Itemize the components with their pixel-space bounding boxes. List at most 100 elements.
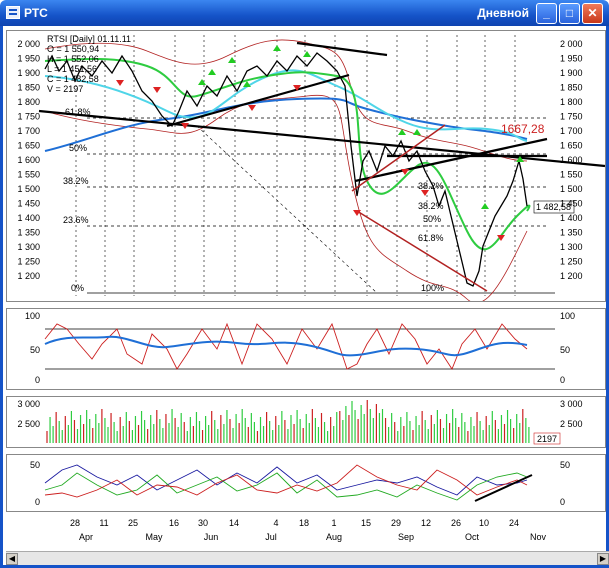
osc1-y-axis: 100 50 0 100 50 0	[25, 311, 575, 385]
minimize-icon: _	[543, 6, 550, 20]
date-day-label: 12	[421, 518, 431, 528]
dmi-green-line	[44, 472, 528, 501]
dmi-svg: 50 0 50 0	[30, 460, 570, 507]
date-day-label: 16	[169, 518, 179, 528]
price-tick-label-right: 1 950	[560, 54, 583, 64]
price-tick-label: 1 700	[17, 126, 40, 136]
fib-label: 23.6%	[63, 215, 89, 225]
ohlc-high: H = 1 552,06	[47, 54, 99, 64]
date-day-label: 11	[99, 518, 108, 528]
osc1-tick-label-right: 100	[560, 311, 575, 321]
maximize-icon: □	[565, 6, 574, 20]
price-vgrid	[75, 35, 516, 296]
osc-red-line	[44, 322, 528, 370]
maximize-button[interactable]: □	[559, 3, 580, 24]
date-day-label: 18	[299, 518, 309, 528]
fib-label: 50%	[423, 214, 441, 224]
price-tick-label: 1 900	[17, 68, 40, 78]
trendlines-thin	[351, 124, 488, 292]
close-button[interactable]: ✕	[582, 3, 603, 24]
close-icon: ✕	[587, 6, 598, 20]
price-tick-label: 1 450	[17, 199, 40, 209]
scroll-right-icon[interactable]: ▶	[597, 553, 609, 565]
date-day-label: 24	[509, 518, 519, 528]
dmi-red-line	[44, 464, 528, 498]
date-month-label: Sep	[398, 532, 414, 542]
price-line	[44, 52, 528, 287]
date-day-label: 1	[331, 518, 336, 528]
price-tick-label-right: 1 200	[560, 271, 583, 281]
dmi-y-axis: 50 0 50 0	[30, 460, 570, 507]
osc1-tick-label: 0	[35, 375, 40, 385]
price-tick-label-right: 1 250	[560, 257, 583, 267]
window-title: РТС	[24, 6, 48, 20]
minimize-button[interactable]: _	[536, 3, 557, 24]
lower-band	[44, 94, 528, 304]
price-tick-label-right: 1 300	[560, 242, 583, 252]
date-day-label: 10	[479, 518, 489, 528]
dmi-trendline	[474, 474, 533, 502]
volume-svg: 3 000 2 500 3 000 2 500 2197	[17, 399, 583, 445]
date-day-label: 26	[451, 518, 461, 528]
date-day-label: 30	[198, 518, 208, 528]
volume-last: 2197	[537, 434, 557, 444]
volume-panel[interactable]: 3 000 2 500 3 000 2 500 2197	[6, 396, 606, 448]
osc1-tick-label: 100	[25, 311, 40, 321]
chart-app-icon	[6, 6, 20, 19]
date-month-label: Jul	[265, 532, 277, 542]
peak-annotation: 1667,28	[501, 122, 545, 136]
dmi-panel[interactable]: 50 0 50 0	[6, 454, 606, 512]
price-tick-label: 1 800	[17, 97, 40, 107]
volume-y-axis: 3 000 2 500 3 000 2 500	[17, 399, 582, 429]
price-tick-label: 2 000	[17, 39, 40, 49]
price-tick-label: 1 250	[17, 257, 40, 267]
price-chart-panel[interactable]: RTSI [Daily] 01.11.11 O = 1 550,94 H = 1…	[6, 30, 606, 304]
fib-label: 50%	[69, 143, 87, 153]
price-tick-label: 1 750	[17, 112, 40, 122]
date-month-label: Nov	[530, 532, 547, 542]
price-tick-label-right: 1 650	[560, 141, 583, 151]
price-tick-label: 1 500	[17, 184, 40, 194]
price-tick-label-right: 1 450	[560, 199, 583, 209]
last-price-tag: 1 482,58	[536, 202, 571, 212]
price-tick-label: 1 600	[17, 155, 40, 165]
dmi-tick-label-right: 50	[560, 460, 570, 470]
volume-tick-label: 2 500	[17, 419, 40, 429]
date-day-label: 25	[128, 518, 138, 528]
price-y-axis-right: 2 000 1 950 1 900 1 850 1 800 1 750 1 700 1 650…	[560, 39, 583, 281]
price-tick-label-right: 1 750	[560, 112, 583, 122]
ohlc-low: L = 1 451,56	[47, 64, 97, 74]
date-axis: 28 11 25 16 30 14 4 18 1 15 29 12 26 10 24 Apr May Jun Jul…	[6, 516, 606, 546]
price-tick-label: 1 550	[17, 170, 40, 180]
dmi-tick-label: 0	[35, 497, 40, 507]
fib-label: 61.8%	[65, 107, 91, 117]
price-tick-label: 1 200	[17, 271, 40, 281]
fib-label: 100%	[421, 283, 444, 293]
price-header: RTSI [Daily] 01.11.11	[47, 34, 131, 44]
ohlc-open: O = 1 550,94	[47, 44, 99, 54]
date-axis-svg: 28 11 25 16 30 14 4 18 1 15 29 12 26 10 24 Apr May Jun Jul…	[70, 518, 547, 542]
price-tick-label: 1 350	[17, 228, 40, 238]
price-y-axis-left: 2 000 1 950 1 900 1 850 1 800 1 750 1 700 1 650…	[17, 39, 40, 281]
volume-tick-label-right: 2 500	[560, 419, 583, 429]
osc1-tick-label-right: 50	[560, 345, 570, 355]
price-tick-label-right: 1 500	[560, 184, 583, 194]
price-tick-label-right: 1 600	[560, 155, 583, 165]
scroll-left-icon[interactable]: ◀	[6, 553, 18, 565]
horizontal-scrollbar[interactable]: ◀ ▶	[6, 551, 609, 565]
volume-tick-label: 3 000	[17, 399, 40, 409]
date-month-label: Aug	[326, 532, 342, 542]
oscillator-panel[interactable]: 100 50 0 100 50 0	[6, 308, 606, 390]
osc1-tick-label: 50	[30, 345, 40, 355]
fib-label: 38.2%	[418, 181, 444, 191]
period-label[interactable]: Дневной	[477, 6, 529, 20]
price-tick-label: 1 400	[17, 213, 40, 223]
date-day-label: 29	[391, 518, 401, 528]
dashed-diagonal	[196, 125, 378, 294]
slow-ma	[44, 69, 528, 142]
buy-signals	[198, 45, 524, 209]
osc1-tick-label-right: 0	[560, 375, 565, 385]
fib-label: 38.2%	[63, 176, 89, 186]
window-frame: RTSI [Daily] 01.11.11 O = 1 550,94 H = 1…	[0, 26, 609, 568]
date-month-label: Apr	[79, 532, 93, 542]
